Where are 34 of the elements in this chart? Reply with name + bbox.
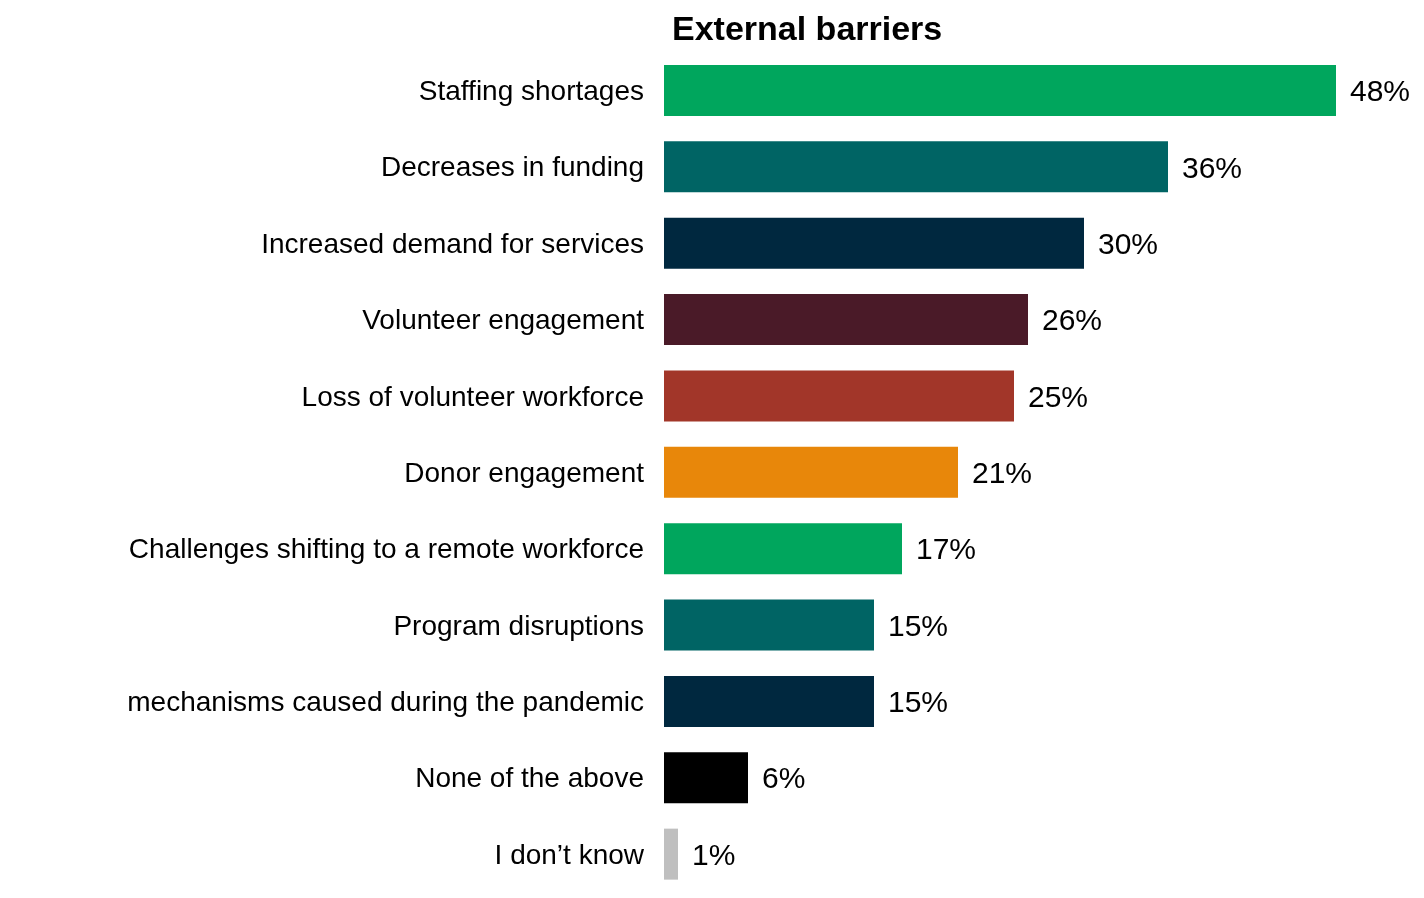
y-tick-label: mechanisms caused during the pandemic <box>127 686 644 718</box>
y-tick-label: Volunteer engagement <box>362 304 645 336</box>
chart-title: External barriers <box>672 8 944 49</box>
bar <box>664 599 874 651</box>
y-tick-label: I don’t know <box>494 838 645 870</box>
y-tick-label: Increased demand for services <box>261 227 644 259</box>
y-tick-label: Challenges shifting to a remote workforce <box>128 533 644 565</box>
data-label: 48% <box>1350 74 1411 108</box>
y-tick-label: Decreases in funding <box>380 151 644 183</box>
data-label: 21% <box>972 455 1033 489</box>
bar <box>664 217 1084 269</box>
bar <box>664 446 958 498</box>
data-label: 30% <box>1098 226 1159 260</box>
bar <box>664 294 1028 346</box>
data-label: 1% <box>692 837 736 871</box>
bar <box>664 65 1336 116</box>
bar <box>664 370 1014 422</box>
bar <box>664 523 902 575</box>
data-label: 17% <box>916 532 977 566</box>
bar <box>664 675 874 727</box>
data-label: 6% <box>762 761 806 795</box>
data-label: 25% <box>1028 379 1089 413</box>
data-label: 15% <box>888 685 949 719</box>
bar <box>664 752 748 804</box>
y-tick-label: None of the above <box>415 762 644 794</box>
y-tick-label: Donor engagement <box>404 456 645 488</box>
bar <box>664 141 1168 193</box>
data-label: 15% <box>888 608 949 642</box>
y-tick-label: Staffing shortages <box>418 75 644 107</box>
bar <box>664 828 678 880</box>
data-label: 26% <box>1042 303 1103 337</box>
y-tick-label: Program disruptions <box>393 609 644 641</box>
y-tick-label: Loss of volunteer workforce <box>301 380 644 412</box>
data-label: 36% <box>1182 150 1243 184</box>
